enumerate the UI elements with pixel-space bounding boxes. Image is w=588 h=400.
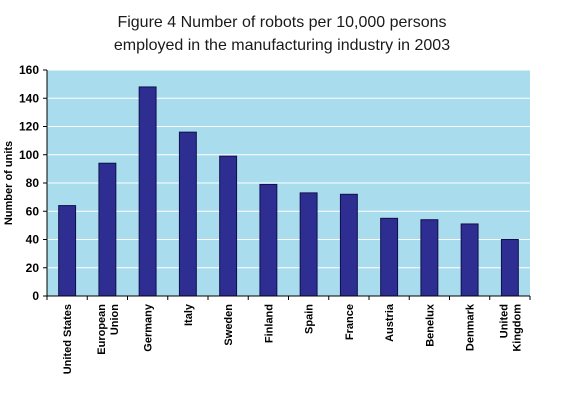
y-tick-label-40: 40 (26, 233, 40, 247)
y-tick-label-60: 60 (26, 204, 40, 218)
x-label-line: Kingdom (511, 304, 523, 352)
x-label-line: United States (62, 304, 74, 374)
y-tick-labels: 0 20 40 60 80 100 120 140 160 (19, 63, 39, 303)
chart-title-line-1: Figure 4 Number of robots per 10,000 per… (117, 14, 446, 31)
bar-european-union (98, 162, 117, 297)
bar-sweden (219, 155, 238, 297)
axes (43, 69, 531, 300)
bar-benelux (420, 219, 439, 297)
y-axis-title: Number of units (3, 141, 15, 225)
x-label-germany: Germany (143, 303, 155, 352)
x-label-line: Sweden (223, 304, 235, 346)
y-tick-label-160: 160 (19, 63, 39, 77)
x-label-line: Italy (183, 303, 195, 326)
x-label-line: Benelux (424, 303, 436, 347)
x-label-line: Spain (304, 304, 316, 334)
x-label-sweden: Sweden (223, 304, 235, 346)
x-label-denmark: Denmark (465, 303, 477, 351)
x-label-line: Germany (143, 303, 155, 352)
x-label-line: Denmark (465, 303, 477, 351)
x-category-labels: United States European Union Germany Italy Sw… (62, 303, 523, 374)
x-label-united-kingdom: United Kingdom (498, 304, 523, 352)
x-label-benelux: Benelux (424, 303, 436, 347)
x-label-line: United (498, 304, 510, 338)
bar-austria (380, 217, 399, 297)
bar-united-kingdom (500, 239, 519, 297)
y-tick-label-80: 80 (26, 176, 40, 190)
y-tick-label-140: 140 (19, 91, 39, 105)
x-label-line: Austria (384, 303, 396, 342)
x-label-austria: Austria (384, 303, 396, 342)
bar-spain (299, 192, 318, 297)
x-label-line: European (96, 304, 108, 355)
gridlines (47, 69, 530, 269)
y-tick-label-20: 20 (26, 261, 40, 275)
chart-title: Figure 4 Number of robots per 10,000 per… (114, 14, 450, 54)
y-tick-label-120: 120 (19, 120, 39, 134)
x-label-spain: Spain (304, 304, 316, 334)
bar-italy (178, 131, 197, 297)
x-label-line: France (344, 304, 356, 340)
x-label-line: Union (109, 304, 121, 335)
x-label-european-union: European Union (96, 304, 121, 355)
y-tick-label-100: 100 (19, 148, 39, 162)
bar-france (339, 193, 358, 297)
x-label-finland: Finland (263, 304, 275, 343)
bar-finland (259, 183, 278, 297)
bar-germany (138, 86, 157, 297)
x-label-italy: Italy (183, 303, 195, 326)
y-tick-label-0: 0 (32, 289, 39, 303)
x-label-france: France (344, 304, 356, 340)
chart-title-line-2: employed in the manufacturing industry i… (114, 37, 450, 54)
bar-denmark (460, 223, 479, 297)
x-label-line: Finland (263, 304, 275, 343)
bar-united-states (58, 205, 77, 297)
x-label-united-states: United States (62, 304, 74, 374)
